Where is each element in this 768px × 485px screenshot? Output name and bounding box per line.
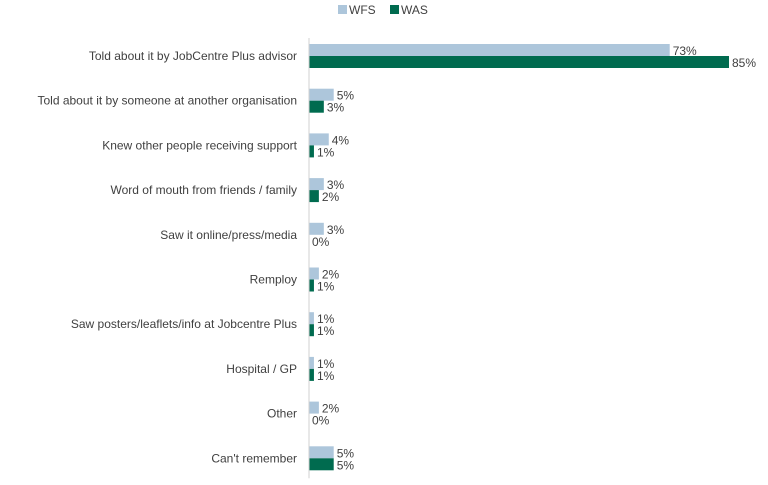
data-label-wfs: 5% <box>337 89 355 103</box>
data-label-was: 5% <box>337 458 355 472</box>
category-label: Remploy <box>250 273 297 287</box>
data-label-was: 0% <box>312 235 330 249</box>
bar-was <box>309 190 319 203</box>
data-label-wfs: 1% <box>317 357 335 371</box>
data-label-was: 1% <box>317 369 335 383</box>
data-label-wfs: 3% <box>327 223 345 237</box>
bar-wfs <box>309 222 324 235</box>
bar-wfs <box>309 178 324 191</box>
category-label: Saw posters/leaflets/info at Jobcentre P… <box>71 317 297 331</box>
data-label-was: 1% <box>317 324 335 338</box>
bar-was <box>309 56 729 68</box>
category-label: Can't remember <box>211 451 297 465</box>
category-label: Other <box>267 407 297 421</box>
bar-wfs <box>309 267 319 280</box>
data-label-was: 1% <box>317 145 335 159</box>
data-label-wfs: 2% <box>322 402 340 416</box>
category-label: Knew other people receiving support <box>102 138 297 152</box>
legend-label-was: WAS <box>401 3 428 17</box>
legend-swatch-was <box>390 5 399 14</box>
bar-wfs <box>309 133 329 146</box>
bar-was <box>309 279 314 292</box>
data-label-was: 1% <box>317 280 335 294</box>
category-labels: Told about it by JobCentre Plus advisor T… <box>37 49 297 465</box>
bar-was <box>309 458 334 471</box>
category-label: Word of mouth from friends / family <box>110 183 297 197</box>
data-label-was: 2% <box>322 190 340 204</box>
data-label-was: 85% <box>732 56 756 70</box>
bar-wfs <box>309 356 314 369</box>
bars <box>309 44 729 471</box>
bar-wfs <box>309 312 314 325</box>
bar-was <box>309 145 314 158</box>
data-label-wfs: 73% <box>673 44 697 58</box>
bar-was <box>309 368 314 381</box>
data-label-wfs: 3% <box>327 178 345 192</box>
bar-wfs <box>309 446 334 459</box>
data-label-wfs: 4% <box>332 133 350 147</box>
legend: WFS WAS <box>338 3 428 17</box>
category-label: Saw it online/press/media <box>160 228 297 242</box>
bar-wfs <box>309 88 334 101</box>
bar-was <box>309 324 314 337</box>
data-label-wfs: 5% <box>337 446 355 460</box>
bar-was <box>309 100 324 113</box>
data-label-was: 3% <box>327 101 345 115</box>
legend-swatch-wfs <box>338 5 347 14</box>
value-labels: 73%85%5%3%4%1%3%2%3%0%2%1%1%1%1%1%2%0%5%… <box>312 44 756 472</box>
data-label-wfs: 2% <box>322 268 340 282</box>
bar-wfs <box>309 401 319 414</box>
bar-wfs <box>309 44 670 56</box>
category-label: Hospital / GP <box>226 362 297 376</box>
category-label: Told about it by JobCentre Plus advisor <box>89 49 297 63</box>
data-label-wfs: 1% <box>317 312 335 326</box>
data-label-was: 0% <box>312 414 330 428</box>
legend-label-wfs: WFS <box>349 3 376 17</box>
category-label: Told about it by someone at another orga… <box>37 94 297 108</box>
